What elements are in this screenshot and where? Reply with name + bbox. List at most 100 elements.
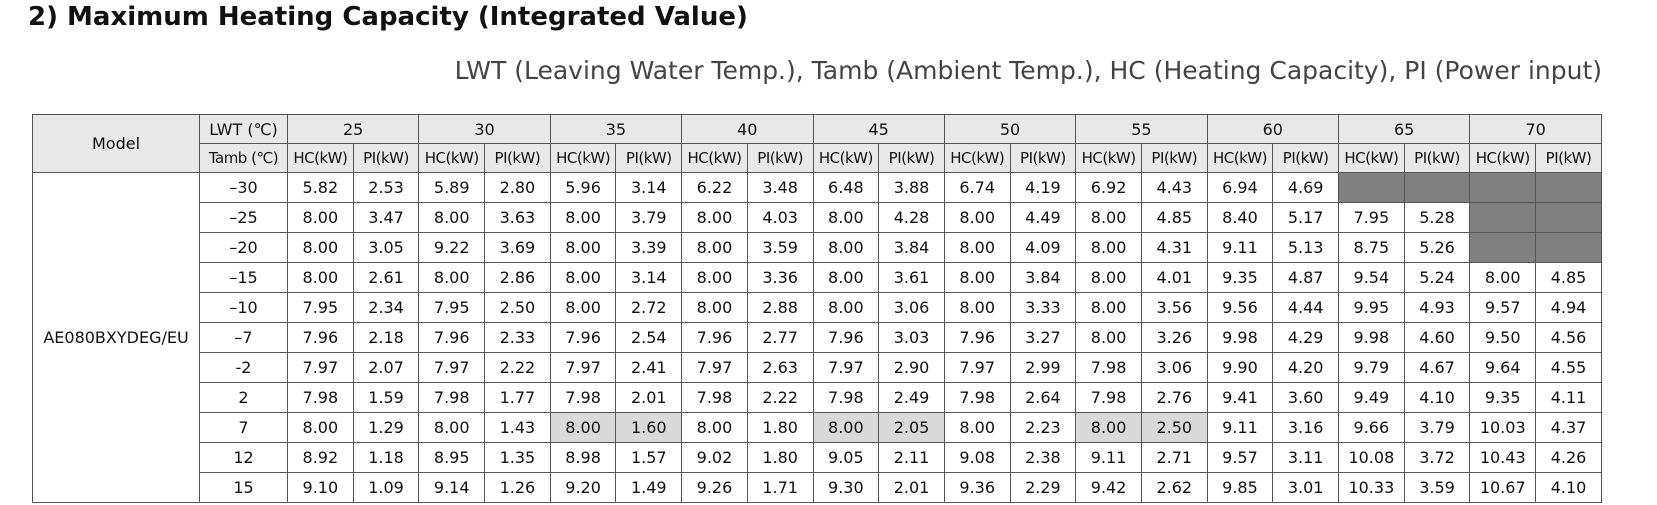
value-cell: 9.14 bbox=[418, 472, 486, 503]
value-cell: 5.26 bbox=[1403, 232, 1471, 263]
value-cell: 3.11 bbox=[1272, 442, 1339, 473]
value-cell: 7.96 bbox=[943, 322, 1011, 353]
tamb-value: –30 bbox=[199, 172, 288, 203]
data-row: –15 8.00 2.61 8.00 2.86 8.00 3.14 8.00 3.36 8.00 3… bbox=[33, 262, 1602, 293]
value-cell: 3.79 bbox=[1403, 412, 1471, 443]
empty-cell bbox=[1469, 172, 1537, 203]
empty-cell bbox=[1469, 232, 1537, 263]
value-cell: 2.29 bbox=[1009, 472, 1077, 503]
value-cell: 2.63 bbox=[746, 352, 814, 383]
value-cell: 1.80 bbox=[746, 412, 814, 443]
lwt-value: 40 bbox=[681, 114, 814, 144]
value-cell: 7.97 bbox=[943, 352, 1011, 383]
value-cell: 1.18 bbox=[352, 442, 420, 473]
value-cell: 7.97 bbox=[681, 352, 748, 383]
tamb-value: –10 bbox=[199, 292, 288, 323]
value-cell: 2.41 bbox=[615, 352, 683, 383]
value-cell: 9.90 bbox=[1206, 352, 1274, 383]
value-cell: 6.22 bbox=[681, 172, 748, 203]
value-cell: 9.50 bbox=[1469, 322, 1537, 353]
value-cell: 8.00 bbox=[1075, 292, 1142, 323]
data-row: –10 7.95 2.34 7.95 2.50 8.00 2.72 8.00 2.88 8.00 3… bbox=[33, 292, 1602, 323]
value-cell: 5.13 bbox=[1272, 232, 1339, 263]
value-cell: 2.64 bbox=[1009, 382, 1077, 413]
tamb-value: –20 bbox=[199, 232, 288, 263]
page-title: 2) Maximum Heating Capacity (Integrated … bbox=[28, 2, 748, 32]
value-cell: 7.98 bbox=[681, 382, 748, 413]
sub-header: HC(kW) bbox=[812, 143, 880, 173]
model-name: AE080BXYDEG/EU bbox=[32, 172, 200, 503]
value-cell: 9.42 bbox=[1075, 472, 1142, 503]
value-cell: 7.98 bbox=[287, 382, 354, 413]
value-cell: 7.95 bbox=[1338, 202, 1405, 233]
value-cell: 7.98 bbox=[812, 382, 880, 413]
value-cell: 1.26 bbox=[484, 472, 551, 503]
value-cell: 4.55 bbox=[1535, 352, 1602, 383]
value-cell: 2.88 bbox=[746, 292, 814, 323]
value-cell: 3.14 bbox=[615, 172, 683, 203]
sub-header: HC(kW) bbox=[1075, 143, 1142, 173]
value-cell: 9.36 bbox=[943, 472, 1011, 503]
value-cell: 8.75 bbox=[1338, 232, 1405, 263]
value-cell: 8.98 bbox=[549, 442, 617, 473]
value-cell: 1.35 bbox=[484, 442, 551, 473]
value-cell: 2.62 bbox=[1140, 472, 1208, 503]
value-cell: 4.28 bbox=[878, 202, 945, 233]
value-cell: 2.34 bbox=[352, 292, 420, 323]
value-cell: 2.77 bbox=[746, 322, 814, 353]
data-row: AE080BXYDEG/EU –30 5.82 2.53 5.89 2.80 5.96 3.1… bbox=[32, 172, 1602, 503]
value-cell: 7.97 bbox=[549, 352, 617, 383]
value-cell: 8.00 bbox=[1075, 262, 1142, 293]
tamb-value: –15 bbox=[199, 262, 288, 293]
sub-header: PI(kW) bbox=[746, 143, 814, 173]
value-cell: 5.28 bbox=[1403, 202, 1471, 233]
value-cell: 8.00 bbox=[943, 292, 1011, 323]
value-cell: 4.10 bbox=[1535, 472, 1602, 503]
value-cell: 2.50 bbox=[1140, 412, 1208, 443]
value-cell: 9.95 bbox=[1338, 292, 1405, 323]
value-cell: 10.03 bbox=[1469, 412, 1537, 443]
value-cell: 9.11 bbox=[1075, 442, 1142, 473]
value-cell: 10.33 bbox=[1338, 472, 1405, 503]
value-cell: 9.22 bbox=[418, 232, 486, 263]
value-cell: 7.96 bbox=[549, 322, 617, 353]
value-cell: 7.96 bbox=[681, 322, 748, 353]
sub-header: PI(kW) bbox=[352, 143, 420, 173]
value-cell: 2.61 bbox=[352, 262, 420, 293]
sub-header: HC(kW) bbox=[418, 143, 486, 173]
value-cell: 2.76 bbox=[1140, 382, 1208, 413]
value-cell: 2.72 bbox=[615, 292, 683, 323]
value-cell: 8.00 bbox=[418, 262, 486, 293]
value-cell: 9.66 bbox=[1338, 412, 1405, 443]
value-cell: 3.06 bbox=[878, 292, 945, 323]
legend-note: LWT (Leaving Water Temp.), Tamb (Ambient… bbox=[454, 56, 1602, 85]
sub-header: HC(kW) bbox=[1469, 143, 1537, 173]
value-cell: 6.74 bbox=[943, 172, 1011, 203]
value-cell: 4.94 bbox=[1535, 292, 1602, 323]
value-cell: 2.99 bbox=[1009, 352, 1077, 383]
sub-header: PI(kW) bbox=[878, 143, 945, 173]
empty-cell bbox=[1403, 172, 1471, 203]
value-cell: 8.00 bbox=[418, 412, 486, 443]
value-cell: 4.01 bbox=[1140, 262, 1208, 293]
value-cell: 3.27 bbox=[1009, 322, 1077, 353]
value-cell: 9.10 bbox=[287, 472, 354, 503]
value-cell: 4.43 bbox=[1140, 172, 1208, 203]
value-cell: 8.00 bbox=[287, 412, 354, 443]
value-cell: 9.79 bbox=[1338, 352, 1405, 383]
empty-cell bbox=[1338, 172, 1405, 203]
data-row: –20 8.00 3.05 9.22 3.69 8.00 3.39 8.00 3.59 8.00 3… bbox=[33, 232, 1602, 263]
value-cell: 4.87 bbox=[1272, 262, 1339, 293]
data-row: –25 8.00 3.47 8.00 3.63 8.00 3.79 8.00 4.03 8.00 4… bbox=[33, 202, 1602, 233]
value-cell: 4.26 bbox=[1535, 442, 1602, 473]
value-cell: 3.59 bbox=[1403, 472, 1471, 503]
value-cell: 1.43 bbox=[484, 412, 551, 443]
value-cell: 1.60 bbox=[615, 412, 683, 443]
tamb-value: –7 bbox=[199, 322, 288, 353]
value-cell: 3.33 bbox=[1009, 292, 1077, 323]
value-cell: 7.98 bbox=[943, 382, 1011, 413]
lwt-value: 35 bbox=[549, 114, 683, 144]
value-cell: 8.00 bbox=[812, 412, 880, 443]
value-cell: 7.98 bbox=[1075, 352, 1142, 383]
